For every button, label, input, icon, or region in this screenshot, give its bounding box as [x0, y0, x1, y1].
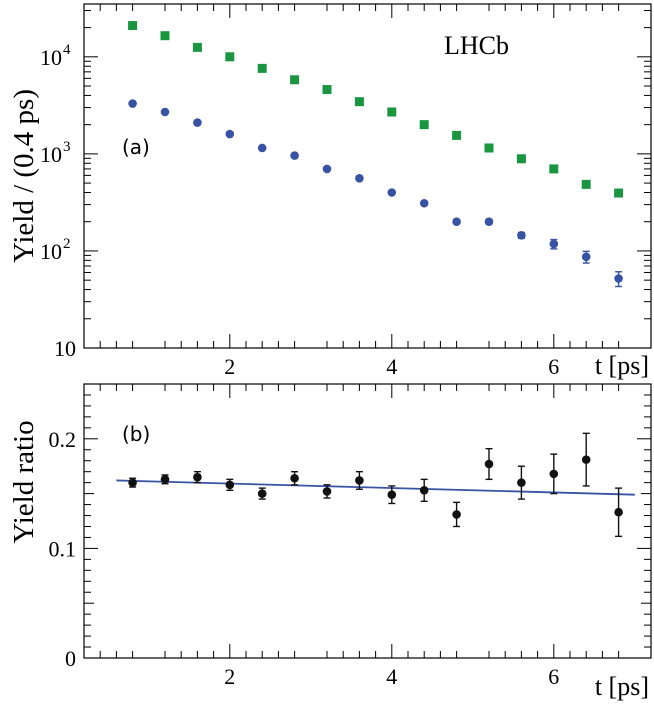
panel-b-ticks: 2 4 6 0 0.1 0.2	[49, 383, 652, 689]
x-tick-label: 4	[386, 664, 397, 689]
data-point-square	[192, 42, 202, 52]
x-tick-label: 6	[548, 354, 559, 379]
data-point-square	[452, 130, 462, 140]
data-point-circle	[322, 164, 332, 174]
panel-a-frame	[83, 3, 652, 349]
data-point-circle	[517, 478, 526, 487]
y-tick-mantissa: 10	[54, 336, 76, 361]
data-point-circle	[160, 107, 170, 117]
data-point-circle	[225, 129, 235, 139]
data-point-circle	[484, 217, 494, 227]
data-point-circle	[290, 151, 299, 160]
data-point-circle	[257, 143, 267, 153]
data-point-circle	[128, 99, 137, 108]
data-point-circle	[160, 475, 170, 484]
panel-b-y-axis-label: Yield ratio	[8, 420, 40, 543]
data-point-circle	[484, 459, 494, 469]
y-tick-label: 0	[65, 646, 76, 671]
data-point-square	[225, 52, 235, 62]
data-point-circle	[549, 239, 559, 249]
panel-a-label: (a)	[122, 135, 150, 159]
data-point-circle	[614, 274, 623, 283]
y-tick-label: 0.1	[49, 536, 77, 561]
y-tick-exponent: 3	[63, 139, 71, 155]
y-tick-label: 10	[40, 142, 62, 167]
data-point-circle	[387, 490, 397, 499]
data-point-square	[290, 75, 300, 85]
x-tick-label: 2	[224, 354, 235, 379]
y-tick-mantissa: 10	[40, 239, 62, 264]
data-point-circle	[322, 487, 332, 496]
data-point-circle	[419, 486, 429, 495]
y-tick-label: 0.2	[49, 427, 77, 452]
data-point-square	[549, 164, 559, 174]
data-point-square	[354, 97, 364, 107]
y-tick-label: 10	[54, 336, 76, 361]
data-point-circle	[452, 217, 461, 227]
panel-b: 2 4 6 0 0.1 0.2 (b) t [ps] Yield ratio	[8, 383, 652, 701]
data-point-circle	[452, 510, 461, 519]
y-tick-exponent: 2	[63, 236, 71, 252]
data-point-circle	[549, 469, 559, 479]
panel-b-frame	[83, 383, 652, 659]
panel-b-x-axis-label: t [ps]	[595, 672, 649, 701]
panel-b-marks	[116, 432, 635, 538]
data-point-square	[516, 154, 526, 164]
y-tick-mantissa: 10	[40, 45, 62, 70]
data-point-square	[387, 107, 397, 117]
data-point-circle	[581, 252, 591, 262]
data-point-circle	[517, 230, 526, 240]
y-tick-mantissa: 10	[40, 142, 62, 167]
lhcb-annotation: LHCb	[444, 31, 509, 60]
panel-a-y-axis-label: Yield / (0.4 ps)	[8, 89, 40, 263]
data-point-square	[322, 85, 332, 95]
data-point-square	[419, 120, 429, 130]
data-point-square	[581, 179, 591, 189]
data-point-circle	[614, 507, 623, 517]
panel-a-x-axis-label: t [ps]	[595, 351, 649, 380]
data-point-circle	[225, 480, 235, 490]
data-point-circle	[193, 118, 202, 127]
x-tick-label: 2	[224, 664, 235, 689]
data-point-square	[160, 31, 170, 41]
data-point-circle	[581, 455, 591, 464]
data-point-circle	[419, 198, 429, 208]
y-tick-label: 10	[40, 239, 62, 264]
fit-line	[116, 479, 635, 496]
data-point-circle	[193, 472, 202, 482]
data-point-circle	[257, 489, 267, 498]
x-tick-label: 4	[386, 354, 397, 379]
panel-a-marks	[128, 21, 624, 288]
data-point-square	[128, 21, 138, 31]
data-point-circle	[128, 478, 137, 487]
data-point-circle	[387, 188, 397, 197]
data-point-circle	[355, 174, 364, 183]
data-point-square	[614, 188, 624, 198]
data-point-circle	[355, 476, 364, 485]
x-tick-label: 6	[548, 664, 559, 689]
panel-b-label: (b)	[122, 422, 150, 446]
data-point-square	[257, 63, 267, 73]
y-tick-label: 10	[40, 45, 62, 70]
data-point-square	[484, 143, 494, 153]
y-tick-exponent: 4	[63, 42, 71, 58]
data-point-circle	[290, 473, 299, 483]
